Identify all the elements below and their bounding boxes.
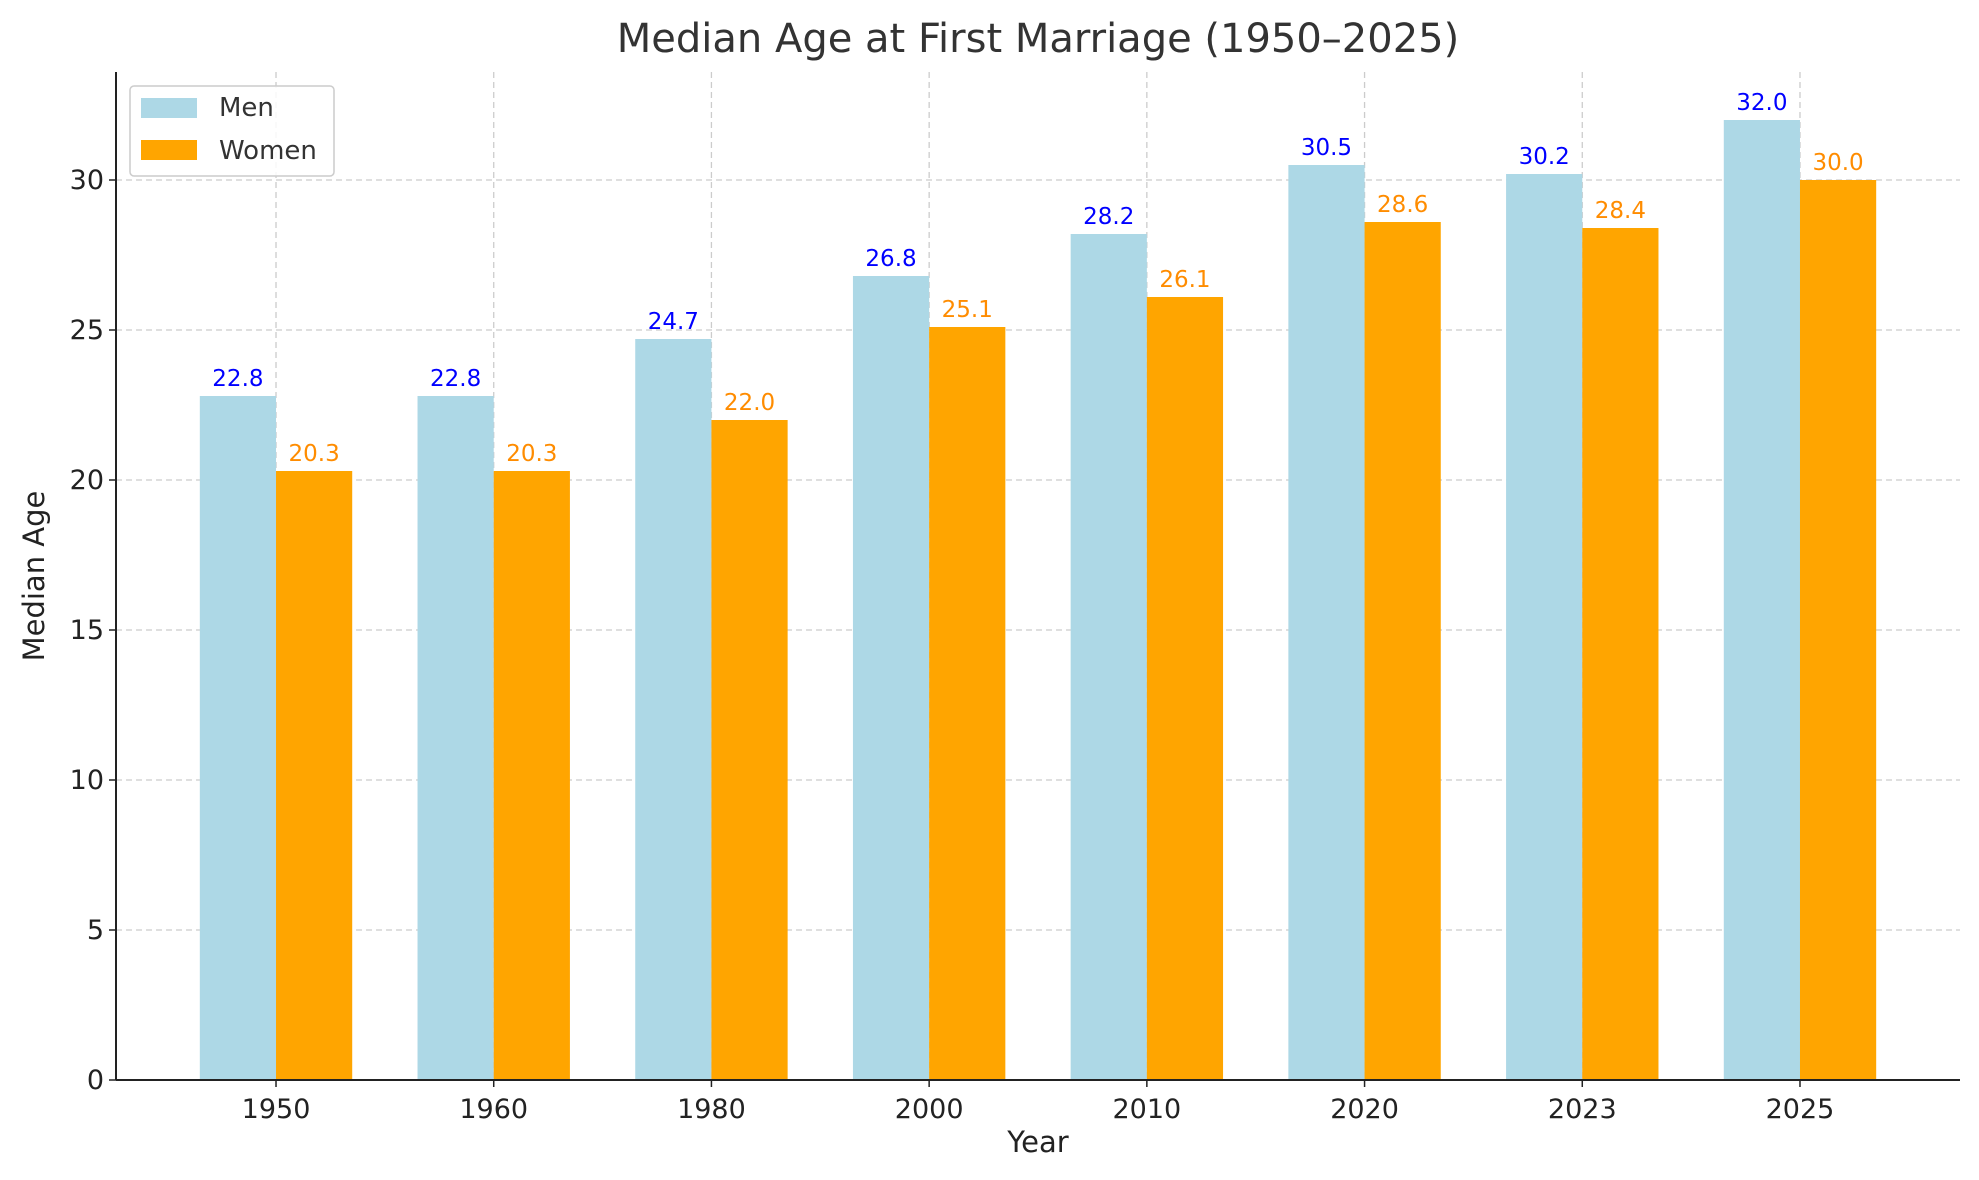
x-tick-label: 2000 bbox=[895, 1094, 964, 1125]
bar-men bbox=[1506, 174, 1583, 1080]
bar-women bbox=[493, 471, 570, 1080]
bars bbox=[199, 120, 1877, 1080]
data-label-men: 30.5 bbox=[1301, 135, 1352, 161]
bar-men bbox=[852, 276, 930, 1080]
y-tick-label: 0 bbox=[87, 1065, 104, 1096]
data-labels: 22.8 22.8 24.7 26.8 28.2 30.5 30.2 32.0 20.3 20.3… bbox=[212, 90, 1863, 467]
bar-women bbox=[276, 471, 353, 1080]
x-tick-label: 2010 bbox=[1112, 1094, 1181, 1125]
bar-men bbox=[1723, 120, 1800, 1080]
data-label-women: 28.4 bbox=[1595, 198, 1646, 224]
data-label-women: 25.1 bbox=[942, 297, 993, 323]
x-tick-label: 1950 bbox=[242, 1094, 311, 1125]
bar-women bbox=[1146, 297, 1224, 1080]
data-label-men: 26.8 bbox=[865, 246, 916, 272]
data-label-women: 22.0 bbox=[724, 390, 775, 416]
data-label-women: 26.1 bbox=[1159, 267, 1210, 293]
y-tick-label: 30 bbox=[70, 165, 104, 196]
data-label-women: 30.0 bbox=[1812, 150, 1863, 176]
data-label-women: 28.6 bbox=[1377, 192, 1428, 218]
data-label-men: 30.2 bbox=[1519, 144, 1570, 170]
legend-swatch-men bbox=[141, 98, 197, 118]
data-label-men: 22.8 bbox=[430, 366, 481, 392]
data-label-men: 24.7 bbox=[648, 309, 699, 335]
data-label-women: 20.3 bbox=[289, 441, 340, 467]
legend-label-women: Women bbox=[219, 136, 317, 166]
bar-men bbox=[635, 339, 712, 1080]
y-tick-label: 5 bbox=[87, 915, 104, 946]
bar-women bbox=[1582, 228, 1659, 1080]
x-tick-label: 2025 bbox=[1766, 1094, 1835, 1125]
data-label-women: 20.3 bbox=[506, 441, 557, 467]
bar-women bbox=[1364, 222, 1441, 1080]
y-tick-label: 20 bbox=[70, 465, 104, 496]
y-tick-label: 10 bbox=[70, 765, 104, 796]
y-axis-label: Median Age bbox=[17, 491, 51, 662]
data-label-men: 22.8 bbox=[212, 366, 263, 392]
bar-men bbox=[417, 396, 494, 1080]
bar-men bbox=[1070, 234, 1147, 1080]
bar-women bbox=[1799, 180, 1877, 1080]
data-label-men: 32.0 bbox=[1736, 90, 1787, 116]
chart-title: Median Age at First Marriage (1950–2025) bbox=[617, 16, 1459, 62]
bar-men bbox=[1288, 165, 1365, 1080]
legend-swatch-women bbox=[141, 140, 197, 160]
y-tick-label: 15 bbox=[70, 615, 104, 646]
x-tick-label: 2023 bbox=[1548, 1094, 1617, 1125]
legend: Men Women bbox=[129, 85, 335, 177]
x-tick-label: 1960 bbox=[459, 1094, 528, 1125]
legend-label-men: Men bbox=[219, 93, 274, 123]
x-axis-label: Year bbox=[1006, 1125, 1068, 1159]
data-label-men: 28.2 bbox=[1083, 204, 1134, 230]
x-tick-label: 1980 bbox=[677, 1094, 746, 1125]
bar-men bbox=[199, 396, 277, 1080]
y-tick-label: 25 bbox=[70, 315, 104, 346]
bar-women bbox=[711, 420, 788, 1080]
bar-women bbox=[929, 327, 1006, 1080]
grid bbox=[116, 72, 1960, 1080]
x-tick-label: 2020 bbox=[1330, 1094, 1399, 1125]
